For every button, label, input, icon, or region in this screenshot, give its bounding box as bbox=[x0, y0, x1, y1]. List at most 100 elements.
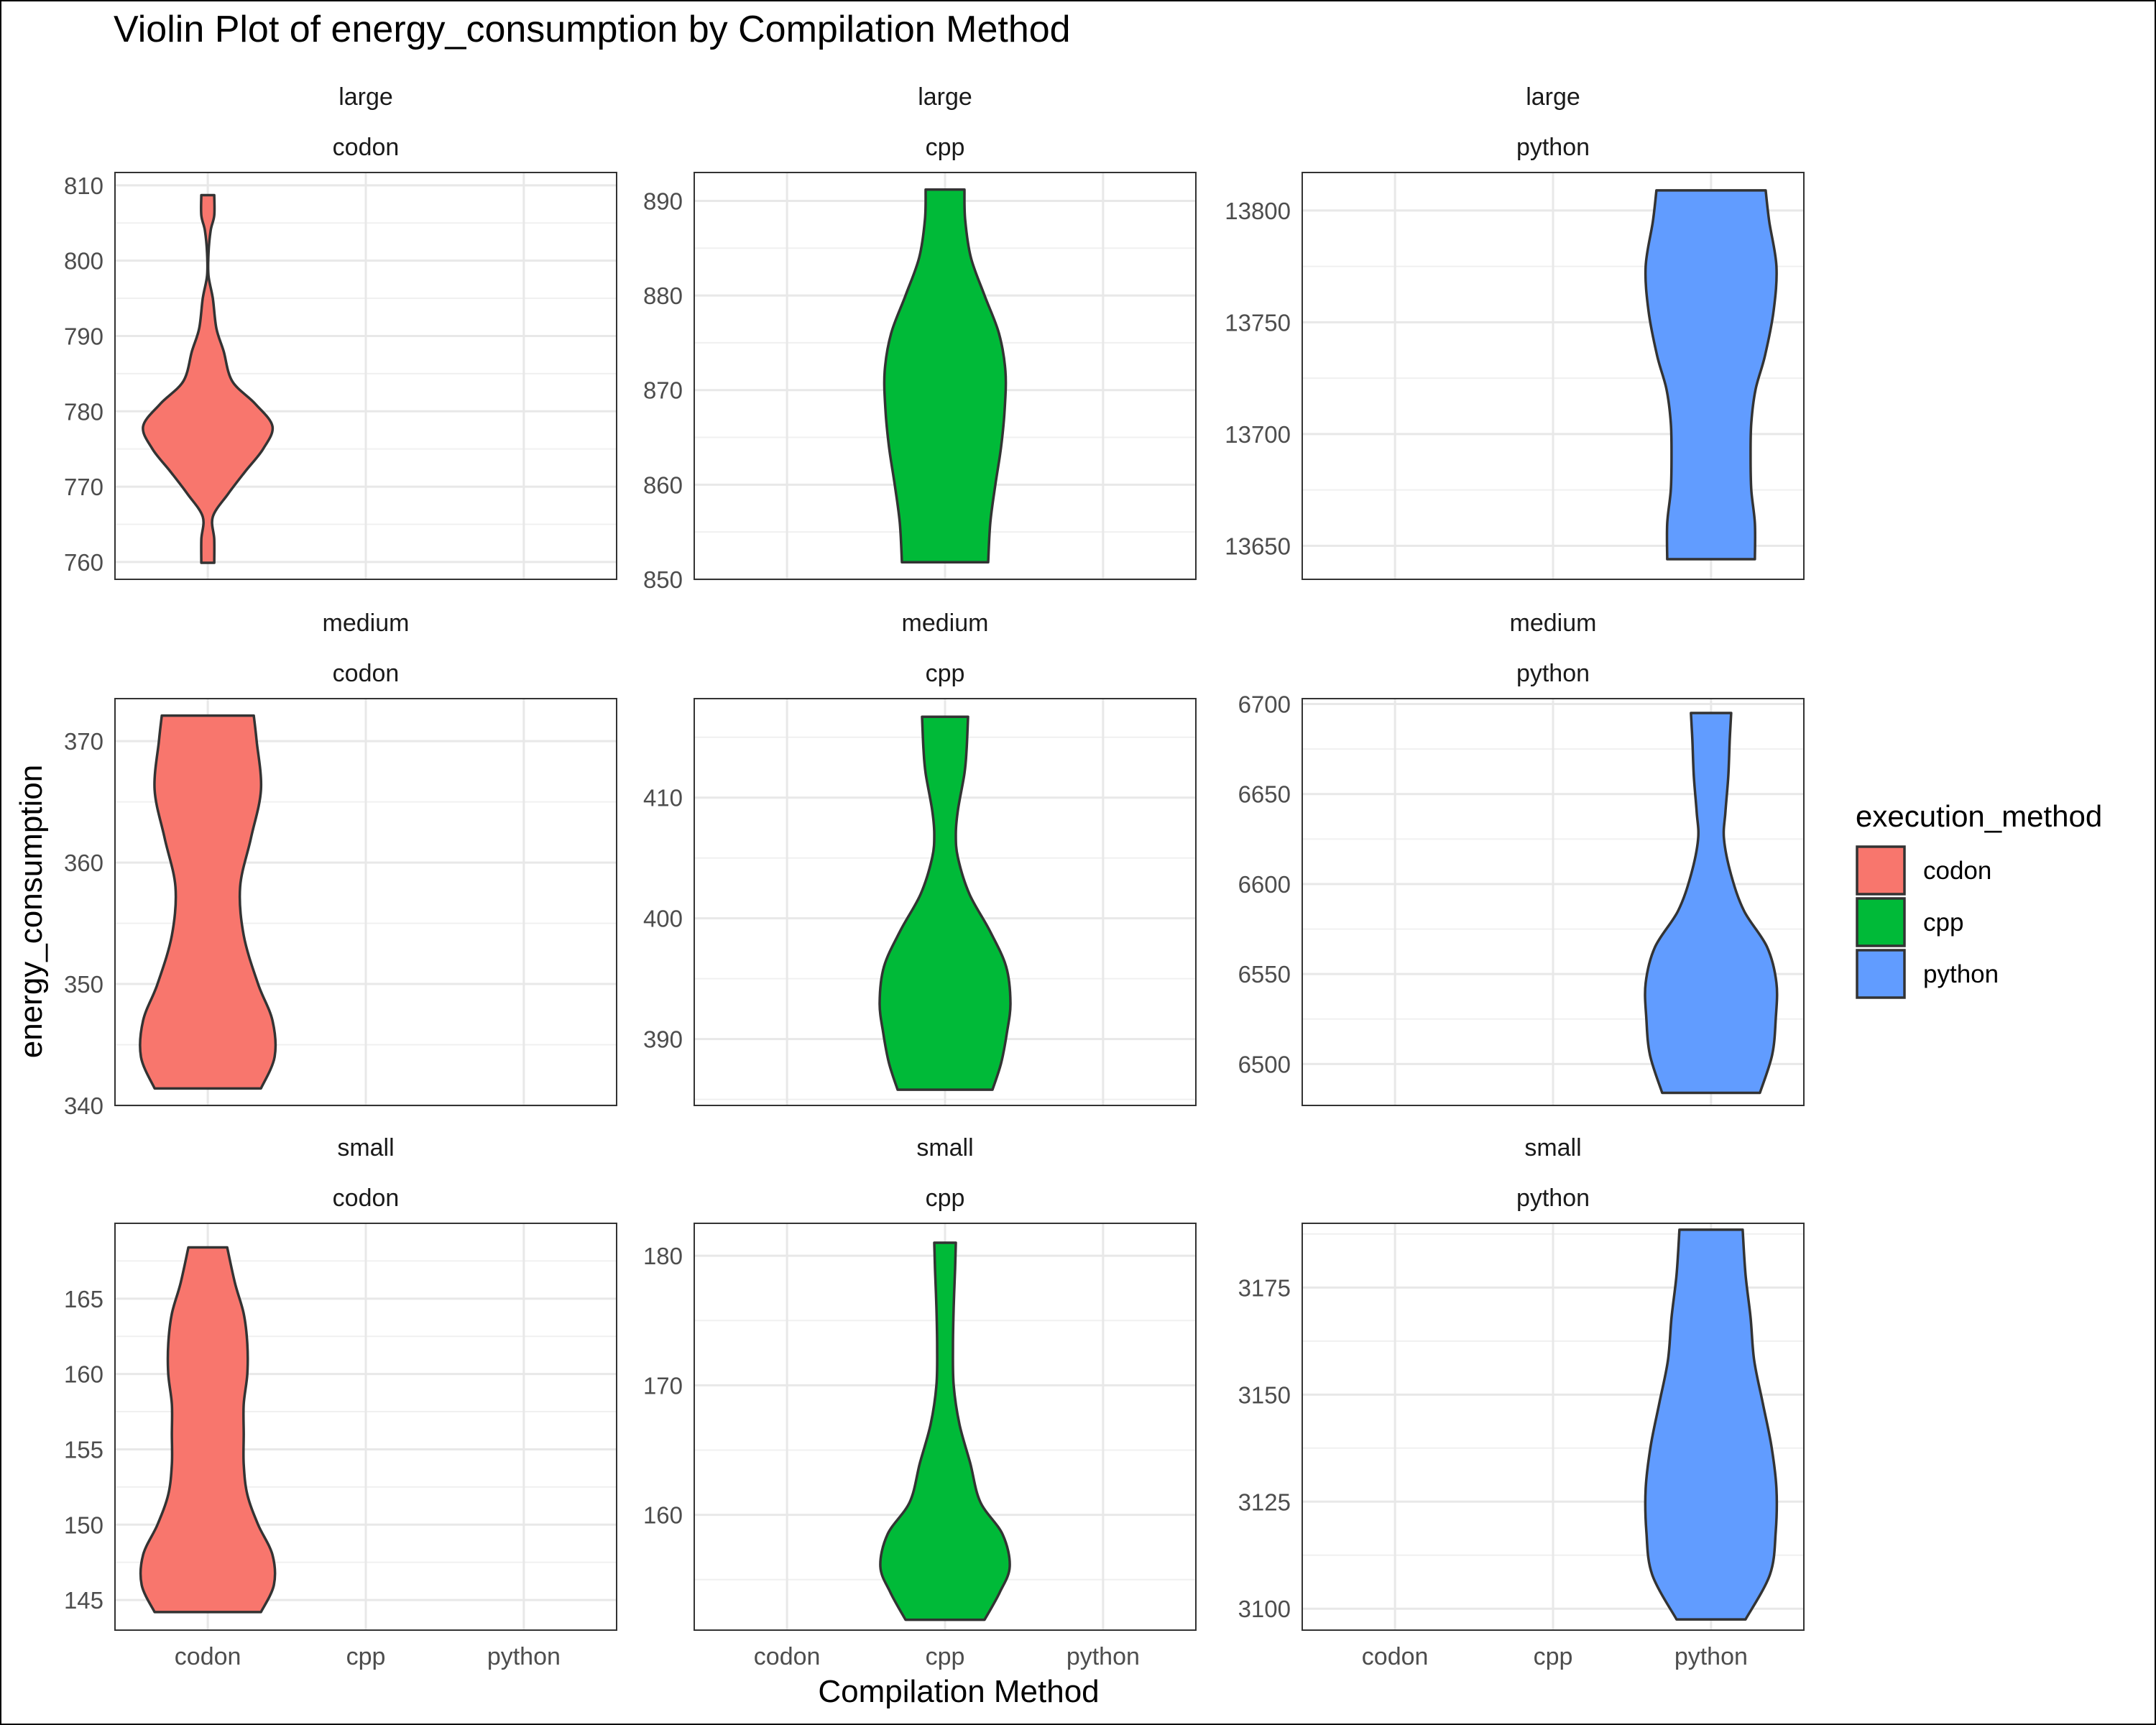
violin-cpp-small bbox=[879, 1241, 1011, 1622]
facet-size-label: small bbox=[916, 1134, 973, 1162]
legend-label: codon bbox=[1923, 857, 1991, 885]
y-tick-label: 180 bbox=[643, 1243, 683, 1269]
x-tick-label: cpp bbox=[926, 1643, 965, 1670]
y-tick-label: 850 bbox=[643, 566, 683, 593]
x-tick-label: codon bbox=[754, 1643, 821, 1670]
facet-size-label: large bbox=[918, 83, 972, 111]
legend-item-codon: codon bbox=[1856, 845, 1991, 896]
facet-method-label: python bbox=[1516, 660, 1590, 687]
facet-method-label: codon bbox=[333, 1184, 400, 1212]
x-tick-label: python bbox=[1674, 1643, 1748, 1670]
y-tick-label: 780 bbox=[64, 398, 103, 425]
y-tick-label: 860 bbox=[643, 472, 683, 498]
y-tick-label: 400 bbox=[643, 906, 683, 932]
y-tick-labels: 13650 13700 13750 13800 bbox=[1225, 198, 1291, 559]
x-tick-label: codon bbox=[1362, 1643, 1429, 1670]
violin-codon-large bbox=[142, 193, 275, 564]
y-tick-label: 6700 bbox=[1238, 691, 1291, 718]
y-tick-label: 165 bbox=[64, 1286, 103, 1312]
violin-python-small bbox=[1644, 1228, 1779, 1621]
x-tick-label: python bbox=[1067, 1643, 1140, 1670]
y-tick-label: 3100 bbox=[1238, 1596, 1291, 1622]
x-tick-labels: codon cpp python bbox=[175, 1643, 561, 1670]
facet-panel-medium-cpp: medium cpp 390 400 410 bbox=[643, 610, 1197, 1106]
y-axis-title: energy_consumption bbox=[14, 765, 49, 1058]
facet-size-label: large bbox=[1526, 83, 1580, 111]
panel-border bbox=[1302, 1223, 1805, 1631]
y-tick-label: 870 bbox=[643, 377, 683, 404]
x-tick-labels: codon cpp python bbox=[1362, 1643, 1748, 1670]
y-tick-labels: 160 170 180 bbox=[643, 1243, 683, 1529]
y-tick-label: 3125 bbox=[1238, 1489, 1291, 1515]
facet-method-label: codon bbox=[333, 660, 400, 687]
x-axis-title: Compilation Method bbox=[818, 1674, 1099, 1709]
facet-panel-large-cpp: large cpp 850 860 870 880 890 bbox=[643, 83, 1197, 593]
legend: execution_method codon cpp python bbox=[1856, 799, 2102, 999]
facet-method-label: python bbox=[1516, 1184, 1590, 1212]
y-tick-label: 370 bbox=[64, 728, 103, 755]
facet-size-label: medium bbox=[1510, 610, 1597, 637]
panel-border bbox=[114, 698, 617, 1106]
facet-size-label: medium bbox=[902, 610, 989, 637]
y-tick-labels: 6500 6550 6600 6650 6700 bbox=[1238, 691, 1291, 1078]
violin-python-large bbox=[1644, 189, 1778, 561]
y-tick-labels: 340 350 360 370 bbox=[64, 728, 103, 1119]
y-tick-label: 390 bbox=[643, 1026, 683, 1053]
facet-panel-small-python: small python 3100 3125 3150 3175 codon cpp pytho… bbox=[1238, 1134, 1805, 1670]
y-tick-label: 880 bbox=[643, 282, 683, 309]
panel-border bbox=[694, 698, 1197, 1106]
y-tick-label: 150 bbox=[64, 1512, 103, 1538]
y-tick-label: 3150 bbox=[1238, 1381, 1291, 1408]
y-tick-labels: 145 150 155 160 165 bbox=[64, 1286, 103, 1614]
violin-codon-medium bbox=[139, 714, 277, 1090]
facet-size-label: medium bbox=[323, 610, 410, 637]
y-tick-labels: 760 770 780 790 800 810 bbox=[64, 172, 103, 576]
y-tick-label: 160 bbox=[64, 1361, 103, 1388]
y-tick-label: 145 bbox=[64, 1587, 103, 1614]
facet-panel-large-python: large python 13650 13700 13750 13800 bbox=[1225, 83, 1805, 580]
y-tick-label: 13750 bbox=[1225, 309, 1291, 336]
legend-label: python bbox=[1923, 960, 1999, 988]
y-tick-label: 800 bbox=[64, 248, 103, 275]
y-tick-label: 350 bbox=[64, 971, 103, 998]
y-tick-label: 170 bbox=[643, 1372, 683, 1399]
panel-border bbox=[114, 172, 617, 580]
panel-border bbox=[694, 172, 1197, 580]
y-tick-label: 155 bbox=[64, 1436, 103, 1463]
y-tick-label: 770 bbox=[64, 474, 103, 500]
y-tick-label: 13700 bbox=[1225, 421, 1291, 448]
panel-border bbox=[694, 1223, 1197, 1631]
y-tick-label: 790 bbox=[64, 323, 103, 349]
facet-size-label: small bbox=[337, 1134, 394, 1162]
legend-key bbox=[1856, 949, 1906, 999]
legend-title: execution_method bbox=[1856, 799, 2102, 833]
x-tick-labels: codon cpp python bbox=[754, 1643, 1140, 1670]
y-tick-label: 760 bbox=[64, 549, 103, 576]
y-tick-label: 6600 bbox=[1238, 871, 1291, 898]
y-tick-label: 13650 bbox=[1225, 533, 1291, 559]
facet-method-label: codon bbox=[333, 134, 400, 161]
panel-border bbox=[1302, 172, 1805, 580]
y-tick-label: 360 bbox=[64, 850, 103, 876]
x-tick-label: cpp bbox=[1534, 1643, 1573, 1670]
panel-border bbox=[1302, 698, 1805, 1106]
x-tick-label: codon bbox=[175, 1643, 241, 1670]
x-tick-label: cpp bbox=[346, 1643, 386, 1670]
facet-panel-small-codon: small codon 145 150 155 160 165 codon cpp python bbox=[64, 1134, 617, 1670]
panel-border bbox=[114, 1223, 617, 1631]
facet-method-label: cpp bbox=[926, 134, 965, 161]
violin-codon-small bbox=[139, 1246, 277, 1614]
facet-panel-small-cpp: small cpp 160 170 180 codon cpp python bbox=[643, 1134, 1197, 1670]
facet-panel-medium-codon: medium codon 340 350 360 370 bbox=[64, 610, 617, 1119]
facet-panel-large-codon: large codon 760 770 780 790 800 810 bbox=[64, 83, 617, 580]
y-tick-label: 410 bbox=[643, 785, 683, 811]
x-tick-label: python bbox=[487, 1643, 561, 1670]
y-tick-label: 6550 bbox=[1238, 961, 1291, 988]
y-tick-label: 160 bbox=[643, 1502, 683, 1529]
facet-size-label: small bbox=[1524, 1134, 1581, 1162]
facet-method-label: cpp bbox=[926, 1184, 965, 1212]
y-tick-label: 13800 bbox=[1225, 198, 1291, 224]
y-tick-label: 890 bbox=[643, 188, 683, 214]
violin-python-medium bbox=[1644, 712, 1779, 1095]
